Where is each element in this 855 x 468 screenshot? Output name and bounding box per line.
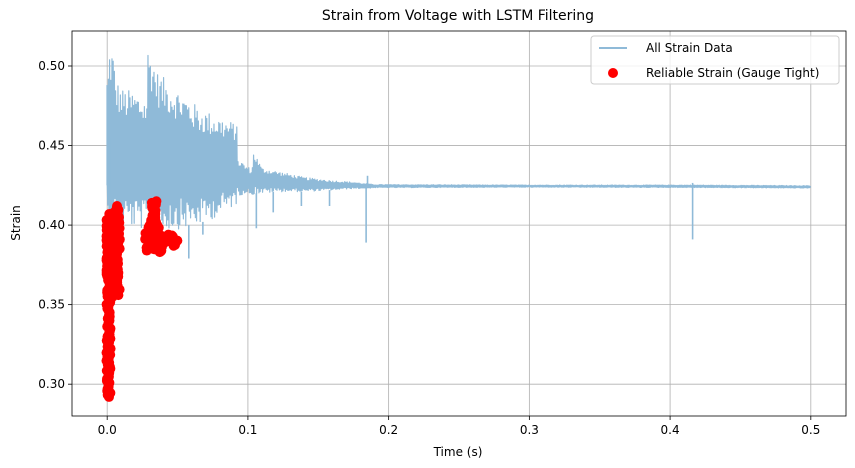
x-tick-label: 0.3 xyxy=(520,423,539,437)
y-tick-label: 0.50 xyxy=(38,59,65,73)
reliable-point xyxy=(152,220,163,231)
chart-title: Strain from Voltage with LSTM Filtering xyxy=(322,8,594,24)
y-tick-label: 0.45 xyxy=(38,139,65,153)
reliable-point xyxy=(163,229,174,240)
x-tick-label: 0.1 xyxy=(238,423,257,437)
plot-area xyxy=(71,30,847,417)
y-axis: 0.30 0.35 0.40 0.45 0.50 xyxy=(38,59,72,391)
y-tick-label: 0.40 xyxy=(38,218,65,232)
x-tick-label: 0.4 xyxy=(661,423,680,437)
all-strain-series xyxy=(106,54,811,259)
x-tick-label: 0.5 xyxy=(801,423,820,437)
legend-marker-swatch xyxy=(608,68,618,78)
plot-background xyxy=(72,31,846,416)
reliable-point xyxy=(112,201,123,211)
y-tick-label: 0.30 xyxy=(38,377,65,391)
legend-label-all-strain: All Strain Data xyxy=(646,41,733,55)
legend: All Strain Data Reliable Strain (Gauge T… xyxy=(590,35,840,85)
y-axis-label: Strain xyxy=(9,205,23,241)
x-axis: 0.0 0.1 0.2 0.3 0.4 0.5 xyxy=(98,416,820,437)
y-tick-label: 0.35 xyxy=(38,298,65,312)
legend-label-reliable: Reliable Strain (Gauge Tight) xyxy=(646,66,819,80)
plot-frame xyxy=(71,30,847,417)
legend-box xyxy=(590,35,840,85)
x-tick-label: 0.0 xyxy=(98,423,117,437)
reliable-point xyxy=(151,196,162,207)
x-axis-label: Time (s) xyxy=(433,445,483,459)
reliable-strain-series xyxy=(101,196,183,402)
x-tick-label: 0.2 xyxy=(379,423,398,437)
